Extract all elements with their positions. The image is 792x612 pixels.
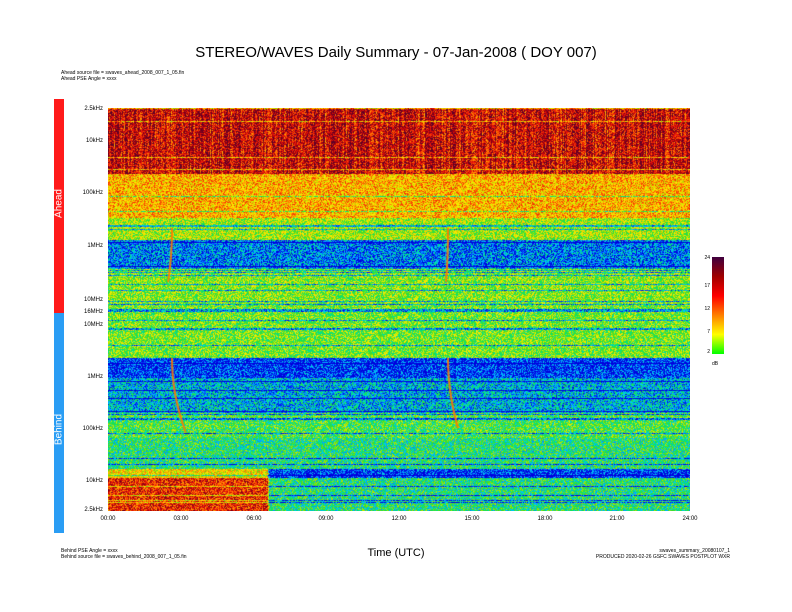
x-tick-label: 24:00	[675, 516, 705, 522]
x-tick-label: 00:00	[93, 516, 123, 522]
colorbar	[712, 257, 724, 354]
colorbar-unit: dB	[712, 361, 718, 367]
production-note: PRODUCED 2020-02-26 GSFC SWAVES POSTPLOT…	[596, 554, 730, 560]
y-tick-label: 1MHz	[59, 374, 103, 380]
y-tick-label: 10kHz	[59, 478, 103, 484]
y-tick-label: 1MHz	[59, 243, 103, 249]
y-tick-label: 10MHz	[59, 322, 103, 328]
ahead-pse-note: Ahead PSE Angle = xxxx	[61, 76, 116, 82]
colorbar-tick-label: 17	[700, 283, 710, 289]
x-tick-label: 18:00	[530, 516, 560, 522]
x-tick-label: 12:00	[384, 516, 414, 522]
colorbar-tick-label: 24	[700, 255, 710, 261]
x-tick-label: 09:00	[311, 516, 341, 522]
x-tick-label: 06:00	[239, 516, 269, 522]
colorbar-tick-label: 12	[700, 306, 710, 312]
y-tick-label: 2.5kHz	[59, 106, 103, 112]
y-tick-label: 2.5kHz	[59, 507, 103, 513]
spectrogram-heatmap	[108, 108, 690, 511]
x-tick-label: 15:00	[457, 516, 487, 522]
colorbar-tick-label: 7	[700, 329, 710, 335]
x-tick-label: 21:00	[602, 516, 632, 522]
chart-title: STEREO/WAVES Daily Summary - 07-Jan-2008…	[0, 44, 792, 61]
y-tick-label: 10kHz	[59, 138, 103, 144]
y-tick-label: 100kHz	[59, 190, 103, 196]
behind-source-note: Behind source file = swaves_behind_2008_…	[61, 554, 187, 560]
colorbar-tick-label: 2	[700, 349, 710, 355]
y-tick-label: 10MHz	[59, 297, 103, 303]
x-tick-label: 03:00	[166, 516, 196, 522]
y-tick-label: 16MHz	[59, 309, 103, 315]
y-tick-label: 100kHz	[59, 426, 103, 432]
